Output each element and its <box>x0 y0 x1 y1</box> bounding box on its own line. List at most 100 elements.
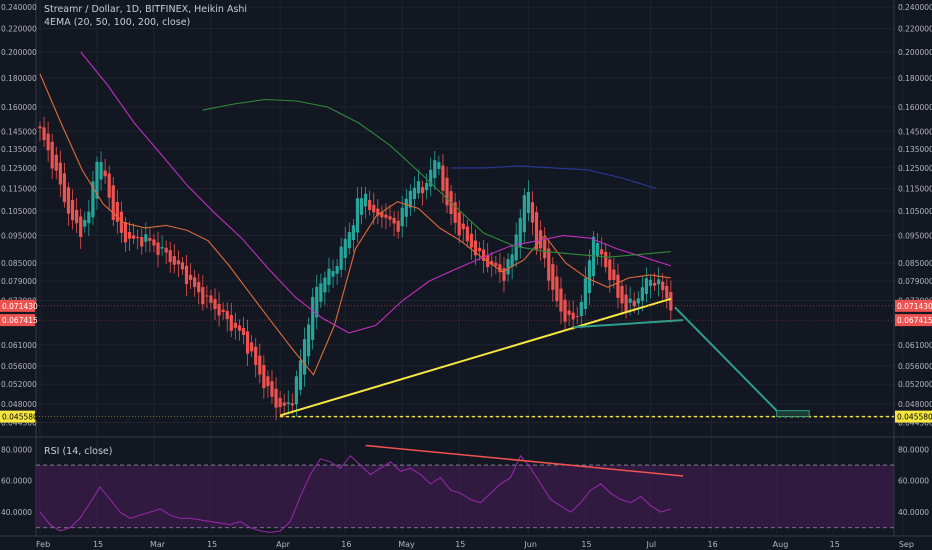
candle-body <box>575 315 579 317</box>
candle-body <box>229 314 233 331</box>
candle-body <box>555 276 559 302</box>
x-tick-label: 15 <box>455 540 465 549</box>
candle-body <box>188 274 193 280</box>
price-tag <box>895 314 932 327</box>
candle-body <box>567 310 571 315</box>
candle-body <box>180 262 185 270</box>
candle-body <box>400 207 404 227</box>
candle-body <box>254 346 258 365</box>
candle-body <box>250 342 254 352</box>
candle-body <box>99 162 103 180</box>
price-tick-left: 0.044500 <box>1 419 37 428</box>
candle-body <box>376 208 380 216</box>
candle-body <box>388 216 392 220</box>
candle-body <box>75 209 79 224</box>
price-tick-left: 0.085000 <box>1 259 37 268</box>
x-tick-label: Sep <box>899 540 914 549</box>
candle-body <box>559 288 563 312</box>
price-tag <box>895 410 932 423</box>
candle-body <box>140 237 144 247</box>
x-tick-label: 15 <box>581 540 591 549</box>
candle-body <box>201 287 205 305</box>
candle-body <box>274 388 278 408</box>
price-tick-right: 0.125000 <box>898 164 932 173</box>
price-tag-label: 0.067415 <box>2 316 38 325</box>
candle-body <box>477 247 482 252</box>
candle-body <box>136 236 140 238</box>
price-tag <box>0 410 35 423</box>
candle-body <box>164 247 168 253</box>
price-tick-left: 0.125000 <box>1 164 37 173</box>
candle-body <box>184 265 189 285</box>
candle-body <box>160 247 164 249</box>
candle-body <box>510 254 514 267</box>
candle-body <box>453 202 457 223</box>
candle-body <box>416 181 421 194</box>
price-tick-right: 0.220000 <box>898 25 932 34</box>
price-tick-left: 0.240000 <box>1 3 37 12</box>
candle-body <box>445 177 449 206</box>
price-tick-right: 0.056000 <box>898 362 932 371</box>
price-tick-right: 0.044500 <box>898 419 932 428</box>
x-tick-label: 16 <box>708 540 718 549</box>
candle-body <box>412 187 417 200</box>
x-tick-label: Mar <box>150 540 166 549</box>
x-tick-label: May <box>398 540 415 549</box>
price-tag-label: 0.045580 <box>2 413 38 422</box>
price-tick-left: 0.135000 <box>1 145 37 154</box>
rsi-tick-left: 40.0000 <box>1 508 32 517</box>
candle-body <box>396 220 400 232</box>
price-tick-right: 0.079000 <box>898 277 932 286</box>
candle-body <box>551 264 555 290</box>
candle-body <box>604 251 608 268</box>
candle-body <box>506 259 510 275</box>
candle-body <box>494 262 498 266</box>
rsi-legend: RSI (14, close) <box>44 446 113 457</box>
candle-body <box>624 294 628 312</box>
candle-body <box>233 322 237 328</box>
candle-body <box>620 286 624 304</box>
price-tick-right: 0.061000 <box>898 341 932 350</box>
candle-body <box>433 160 437 178</box>
candle-body <box>359 198 364 215</box>
candle-body <box>490 261 494 265</box>
candle-body <box>425 182 429 191</box>
candle-body <box>351 225 355 241</box>
trend-line <box>573 319 684 329</box>
trend-line <box>279 297 672 417</box>
candle-body <box>213 299 217 309</box>
candle-body <box>323 277 327 293</box>
price-tick-right: 0.095000 <box>898 232 932 241</box>
candle-body <box>612 269 616 280</box>
candle-body <box>258 355 262 375</box>
candle-body <box>364 193 368 207</box>
price-tick-left: 0.095000 <box>1 232 37 241</box>
x-tick-label: 16 <box>341 540 351 549</box>
candle-body <box>522 195 526 233</box>
candle-body <box>225 310 229 320</box>
price-tick-right: 0.115000 <box>898 184 932 193</box>
price-tag <box>0 299 35 312</box>
x-tick-label: Apr <box>276 540 291 549</box>
candle-body <box>319 283 323 302</box>
candle-body <box>197 282 201 293</box>
candle-body <box>636 298 640 304</box>
rsi-tick-right: 60.0000 <box>898 477 929 486</box>
candle-body <box>172 256 176 265</box>
candle-body <box>168 250 172 263</box>
candle-body <box>144 234 148 242</box>
candle-body <box>404 198 408 217</box>
candle-body <box>46 133 50 151</box>
candle-body <box>514 234 518 261</box>
candle-body <box>579 301 583 317</box>
candle-body <box>302 339 307 375</box>
candle-body <box>241 328 246 335</box>
candle-body <box>408 190 412 208</box>
candle-body <box>307 324 311 357</box>
candle-body <box>469 233 474 248</box>
candle-body <box>526 191 530 214</box>
candle-body <box>176 260 180 265</box>
price-tag-label: 0.067415 <box>897 316 932 325</box>
price-tag-label: 0.045580 <box>897 413 932 422</box>
